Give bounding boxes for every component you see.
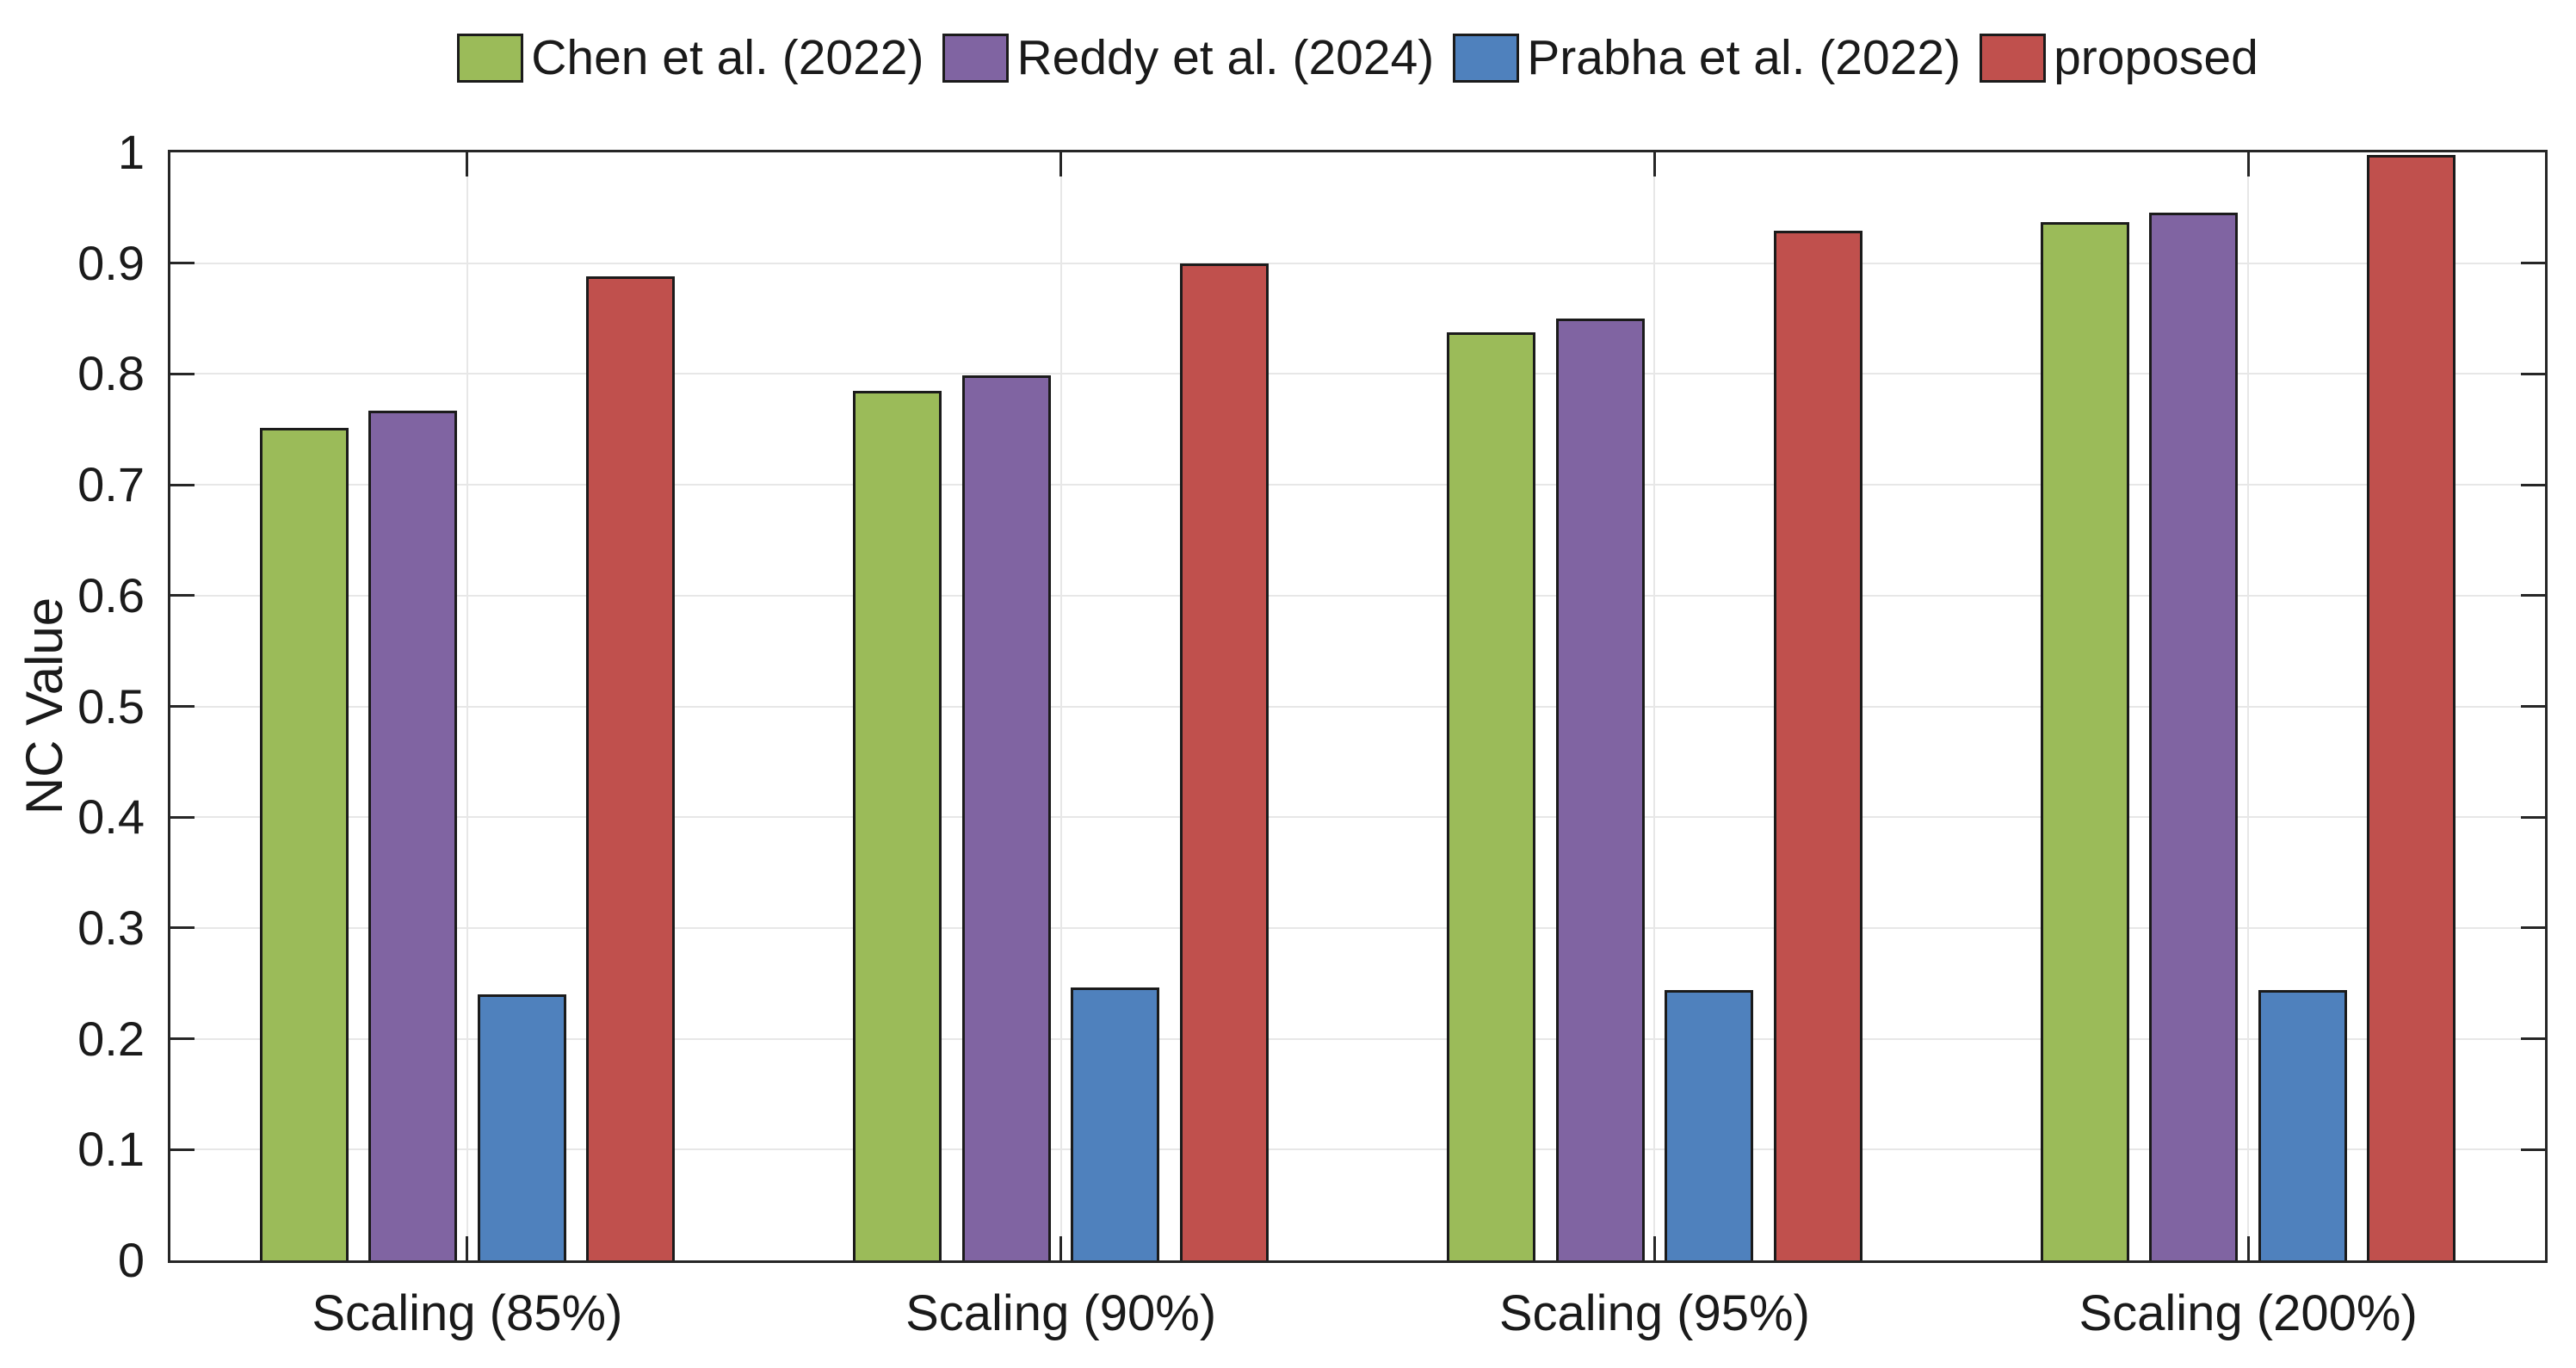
bar xyxy=(1555,319,1645,1260)
y-tick-mark xyxy=(2521,1148,2545,1151)
chart-legend: Chen et al. (2022) Reddy et al. (2024) Pra… xyxy=(168,19,2548,96)
x-tick-mark xyxy=(1059,1236,1063,1260)
x-tick-label: Scaling (95%) xyxy=(1498,1285,1810,1341)
y-tick-mark xyxy=(2521,483,2545,486)
y-tick-label: 0.5 xyxy=(77,678,145,734)
y-tick-label: 0.9 xyxy=(77,235,145,290)
x-tick-label: Scaling (85%) xyxy=(312,1285,623,1341)
y-tick-mark xyxy=(170,262,195,265)
y-tick-label: 0.7 xyxy=(77,457,145,512)
y-tick-mark xyxy=(2521,594,2545,597)
x-tick-label: Scaling (200%) xyxy=(2079,1285,2418,1341)
legend-label: Chen et al. (2022) xyxy=(531,30,924,85)
y-tick-label: 0.8 xyxy=(77,346,145,401)
bar xyxy=(1179,263,1269,1260)
x-tick-mark xyxy=(2246,1236,2250,1260)
y-tick-mark xyxy=(170,594,195,597)
legend-swatch xyxy=(1453,33,1520,83)
y-tick-mark xyxy=(170,815,195,819)
legend-label: Prabha et al. (2022) xyxy=(1527,30,1961,85)
y-tick-mark xyxy=(170,1037,195,1041)
horizontal-gridline xyxy=(170,484,2545,486)
legend-item: proposed xyxy=(1980,31,2258,84)
horizontal-gridline xyxy=(170,262,2545,264)
x-tick-mark xyxy=(1059,152,1063,176)
horizontal-gridline xyxy=(170,1148,2545,1151)
y-tick-mark xyxy=(2521,926,2545,930)
bar xyxy=(259,428,349,1260)
bar xyxy=(2149,212,2239,1260)
y-tick-label: 0.1 xyxy=(77,1122,145,1177)
legend-item: Chen et al. (2022) xyxy=(457,31,924,84)
x-tick-mark xyxy=(466,1236,469,1260)
vertical-gridline xyxy=(466,152,468,1260)
horizontal-gridline xyxy=(170,373,2545,375)
y-tick-mark xyxy=(2521,262,2545,265)
y-tick-mark xyxy=(170,926,195,930)
y-tick-mark xyxy=(170,483,195,486)
horizontal-gridline xyxy=(170,1037,2545,1040)
legend-label: proposed xyxy=(2054,30,2258,85)
y-tick-label: 0.4 xyxy=(77,789,145,845)
horizontal-gridline xyxy=(170,594,2545,597)
bar xyxy=(2367,154,2456,1260)
y-tick-mark xyxy=(170,705,195,708)
legend-swatch xyxy=(457,33,524,83)
y-tick-mark xyxy=(2521,1037,2545,1041)
y-tick-mark xyxy=(2521,372,2545,375)
plot-area xyxy=(168,150,2548,1263)
y-tick-label: 0 xyxy=(117,1233,145,1287)
legend-item: Prabha et al. (2022) xyxy=(1453,31,1961,84)
bar xyxy=(1665,989,1754,1260)
x-tick-mark xyxy=(1652,152,1656,176)
y-tick-mark xyxy=(170,372,195,375)
bar xyxy=(1071,987,1160,1260)
x-tick-mark xyxy=(1652,1236,1656,1260)
horizontal-gridline xyxy=(170,816,2545,819)
legend-swatch xyxy=(1980,33,2047,83)
bar xyxy=(2258,989,2347,1260)
vertical-gridline xyxy=(2247,152,2250,1260)
y-tick-label: 0.6 xyxy=(77,567,145,622)
y-tick-mark xyxy=(2521,705,2545,708)
y-tick-mark xyxy=(2521,815,2545,819)
legend-swatch xyxy=(942,33,1010,83)
legend-item: Reddy et al. (2024) xyxy=(942,31,1434,84)
y-tick-label: 0.3 xyxy=(77,900,145,955)
legend-label: Reddy et al. (2024) xyxy=(1016,30,1435,85)
y-tick-label: 0.2 xyxy=(77,1011,145,1066)
horizontal-gridline xyxy=(170,705,2545,708)
x-tick-label: Scaling (90%) xyxy=(905,1285,1217,1341)
y-tick-mark xyxy=(170,1148,195,1151)
bar xyxy=(961,374,1051,1260)
x-tick-mark xyxy=(2246,152,2250,176)
bar xyxy=(586,276,676,1260)
horizontal-gridline xyxy=(170,926,2545,929)
bar xyxy=(2040,222,2129,1260)
bar xyxy=(368,410,458,1260)
y-tick-label: 1 xyxy=(117,125,145,179)
vertical-gridline xyxy=(1059,152,1062,1260)
x-tick-mark xyxy=(466,152,469,176)
bar xyxy=(477,994,566,1260)
bar xyxy=(1773,231,1863,1260)
vertical-gridline xyxy=(1653,152,1656,1260)
bar xyxy=(1447,331,1536,1260)
bar xyxy=(853,390,942,1260)
